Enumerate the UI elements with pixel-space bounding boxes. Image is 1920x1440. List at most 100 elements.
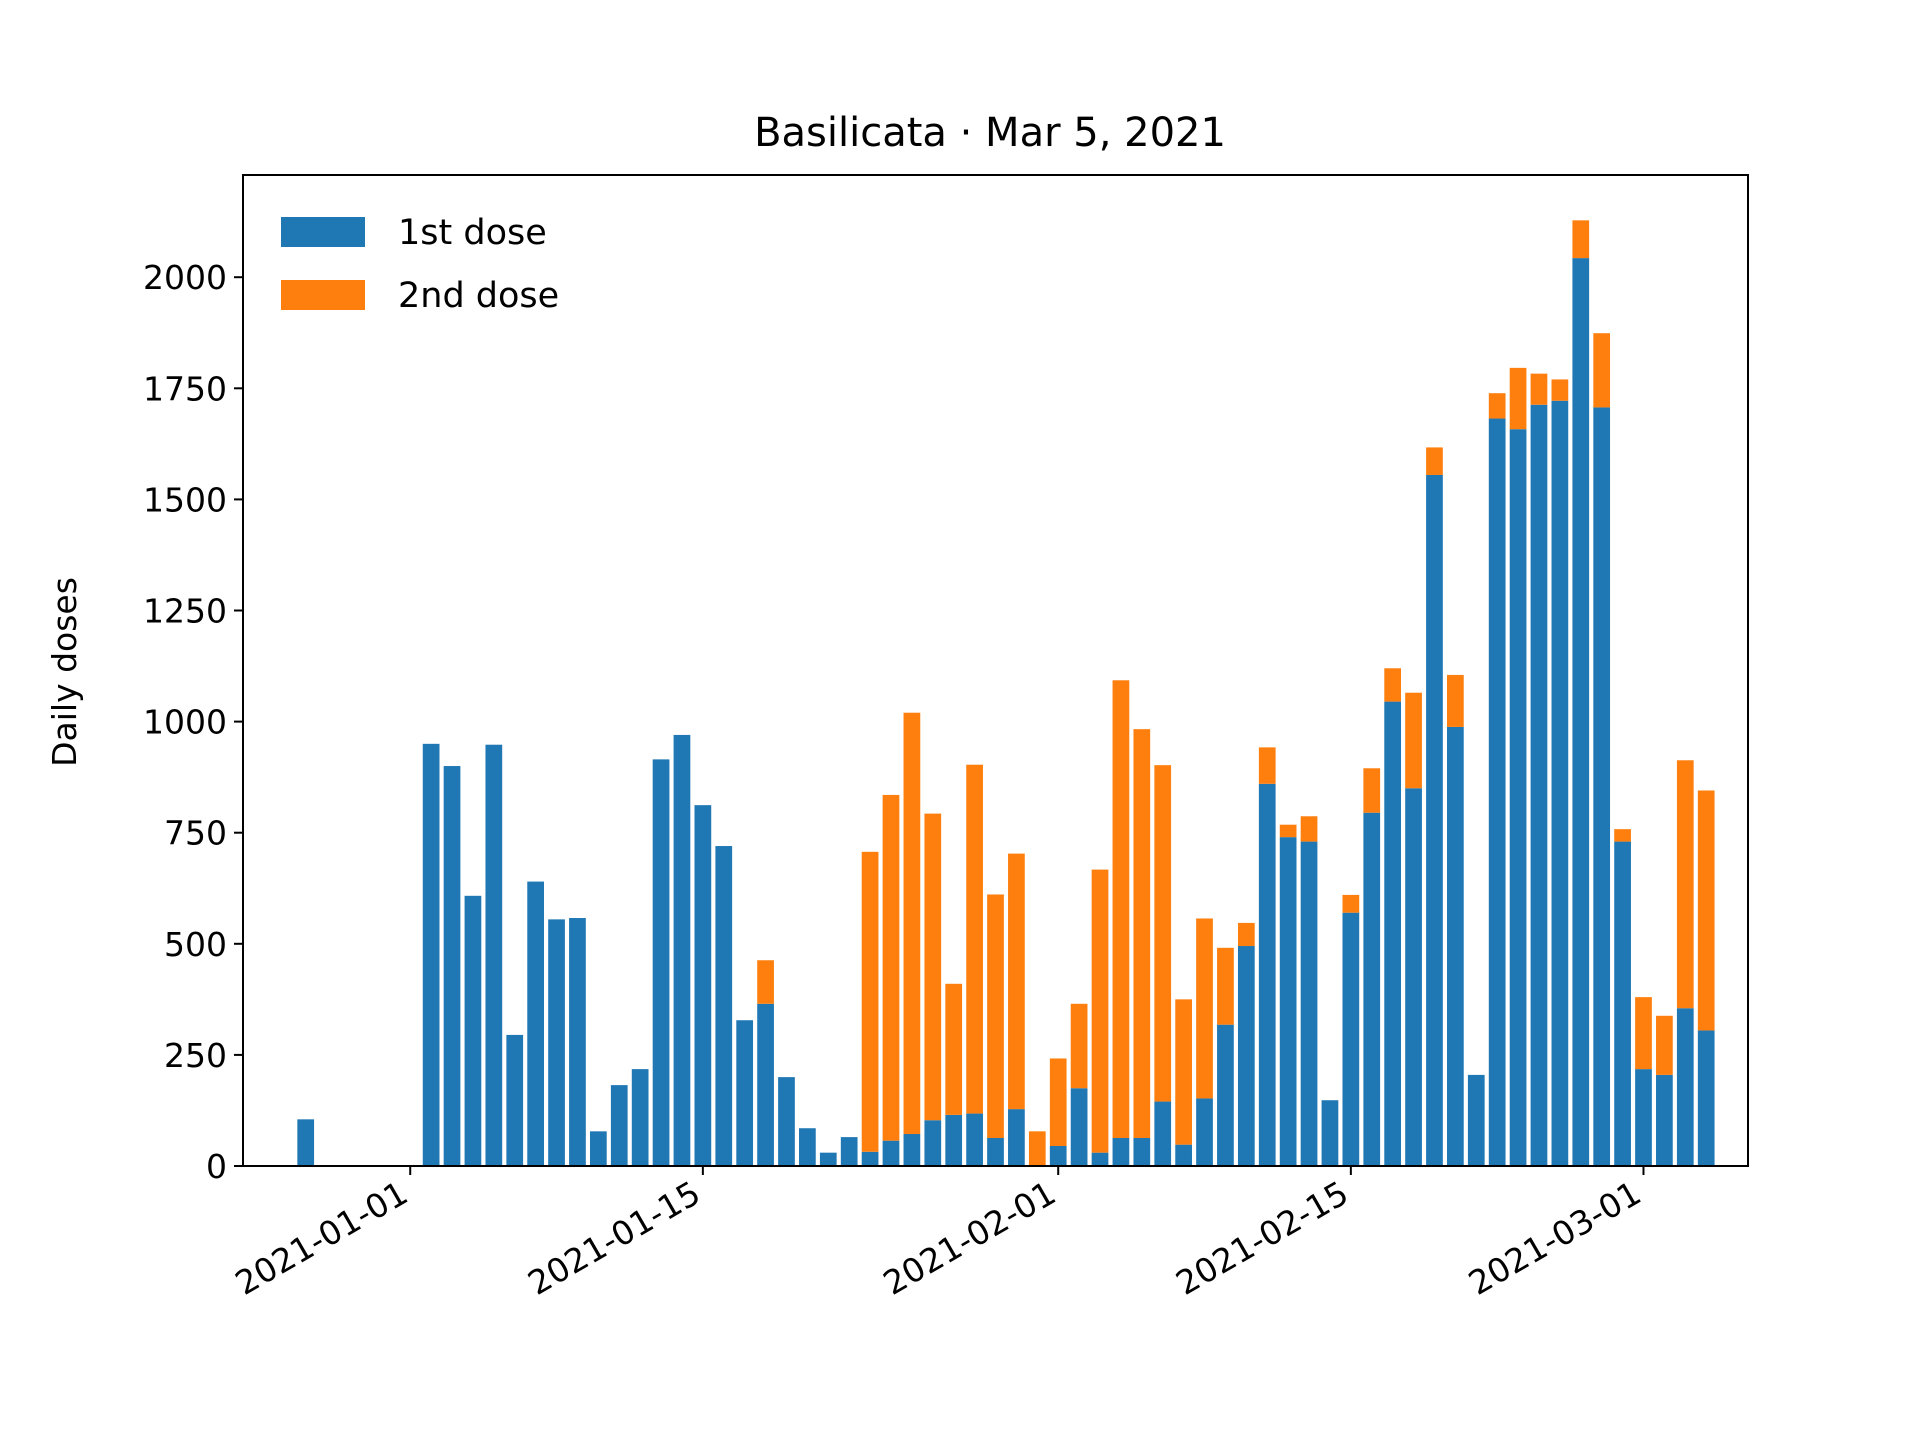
bar-1st-dose — [569, 918, 586, 1166]
bar-1st-dose — [1635, 1069, 1652, 1166]
legend-swatch-1st-dose — [281, 217, 365, 247]
bar-1st-dose — [652, 759, 670, 1166]
bar-1st-dose — [799, 1128, 816, 1166]
bar-2nd-dose — [1028, 1131, 1046, 1166]
bar-1st-dose — [1656, 1074, 1673, 1166]
bar-1st-dose — [1300, 841, 1318, 1166]
bar-1st-dose — [1530, 404, 1548, 1166]
bar-1st-dose — [548, 919, 565, 1166]
bar-1st-dose — [966, 1113, 983, 1166]
bar-2nd-dose — [1426, 447, 1443, 475]
bar-2nd-dose — [1300, 816, 1318, 842]
bar-2nd-dose — [1279, 824, 1297, 838]
bar-2nd-dose — [861, 851, 879, 1152]
bar-1st-dose — [1697, 1030, 1715, 1166]
bar-1st-dose — [736, 1020, 754, 1166]
bar-1st-dose — [485, 744, 503, 1166]
bar-2nd-dose — [903, 712, 921, 1135]
bar-1st-dose — [882, 1140, 900, 1166]
bar-1st-dose — [631, 1069, 649, 1166]
bar-1st-dose — [1384, 701, 1402, 1166]
bar-1st-dose — [297, 1119, 315, 1166]
bar-1st-dose — [1008, 1109, 1025, 1166]
bar-2nd-dose — [757, 960, 774, 1004]
bar-1st-dose — [610, 1085, 628, 1166]
bar-1st-dose — [422, 743, 440, 1166]
bar-1st-dose — [1342, 912, 1360, 1166]
bar-1st-dose — [945, 1114, 963, 1166]
bar-1st-dose — [1509, 429, 1527, 1166]
y-axis: 0 250 500 750 1000 1250 1500 1750 2000 — [143, 258, 243, 1186]
legend-swatch-2nd-dose — [281, 280, 365, 310]
bar-1st-dose — [1070, 1088, 1088, 1166]
bars-layer — [297, 220, 1715, 1167]
bar-1st-dose — [1237, 946, 1255, 1166]
bar-2nd-dose — [1593, 333, 1611, 408]
bar-1st-dose — [861, 1151, 879, 1166]
bar-2nd-dose — [1049, 1058, 1067, 1147]
bar-1st-dose — [443, 766, 461, 1166]
bar-1st-dose — [673, 734, 691, 1166]
bar-1st-dose — [527, 881, 544, 1166]
bar-1st-dose — [1154, 1101, 1172, 1166]
bar-2nd-dose — [1258, 747, 1276, 784]
bar-1st-dose — [1614, 841, 1631, 1166]
bar-2nd-dose — [945, 983, 963, 1115]
bar-2nd-dose — [1363, 768, 1381, 813]
bar-1st-dose — [1175, 1144, 1192, 1166]
bar-1st-dose — [1363, 812, 1381, 1166]
bar-1st-dose — [1217, 1024, 1234, 1166]
bar-1st-dose — [1258, 783, 1276, 1166]
bar-2nd-dose — [966, 764, 983, 1114]
bar-1st-dose — [1321, 1100, 1339, 1166]
legend-label-1st-dose: 1st dose — [398, 213, 547, 253]
bar-2nd-dose — [1091, 869, 1109, 1153]
bar-2nd-dose — [1342, 894, 1360, 913]
y-axis-label: Daily doses — [45, 577, 84, 767]
bar-1st-dose — [506, 1034, 524, 1166]
y-tick-label: 500 — [164, 925, 227, 964]
bar-2nd-dose — [1488, 393, 1506, 419]
plot-frame — [242, 174, 1749, 1167]
bar-2nd-dose — [882, 794, 900, 1141]
bar-2nd-dose — [924, 813, 942, 1121]
bar-1st-dose — [1447, 726, 1464, 1166]
bar-1st-dose — [589, 1131, 607, 1166]
bar-1st-dose — [1426, 474, 1443, 1166]
legend: 1st dose 2nd dose — [281, 213, 559, 316]
bar-2nd-dose — [1551, 379, 1569, 401]
y-tick-label: 1500 — [143, 480, 227, 519]
bar-1st-dose — [1091, 1152, 1109, 1166]
bar-1st-dose — [903, 1134, 921, 1166]
bar-1st-dose — [715, 846, 733, 1166]
bar-1st-dose — [1405, 788, 1422, 1166]
bar-2nd-dose — [1070, 1003, 1088, 1089]
y-tick-label: 750 — [164, 814, 227, 853]
bar-2nd-dose — [1384, 668, 1402, 702]
bar-2nd-dose — [1237, 922, 1255, 947]
bar-2nd-dose — [1112, 680, 1130, 1139]
y-tick-label: 250 — [164, 1036, 227, 1075]
bar-1st-dose — [1279, 837, 1297, 1166]
bar-1st-dose — [1196, 1098, 1213, 1166]
bar-2nd-dose — [1133, 729, 1151, 1139]
y-tick-label: 0 — [206, 1147, 227, 1186]
bar-2nd-dose — [1530, 373, 1548, 405]
bar-1st-dose — [1676, 1008, 1694, 1166]
bar-1st-dose — [757, 1003, 774, 1166]
y-tick-label: 1250 — [143, 592, 227, 631]
y-tick-label: 1000 — [143, 703, 227, 742]
bar-1st-dose — [1593, 407, 1611, 1166]
bar-2nd-dose — [987, 894, 1004, 1139]
bar-1st-dose — [778, 1077, 795, 1166]
bar-2nd-dose — [1676, 760, 1694, 1009]
bar-1st-dose — [1467, 1074, 1485, 1166]
bar-2nd-dose — [1175, 999, 1192, 1145]
bar-1st-dose — [1133, 1138, 1151, 1166]
bar-2nd-dose — [1509, 367, 1527, 430]
bar-1st-dose — [464, 895, 482, 1166]
bar-2nd-dose — [1447, 674, 1464, 727]
bar-1st-dose — [987, 1138, 1004, 1166]
bar-2nd-dose — [1217, 947, 1234, 1025]
